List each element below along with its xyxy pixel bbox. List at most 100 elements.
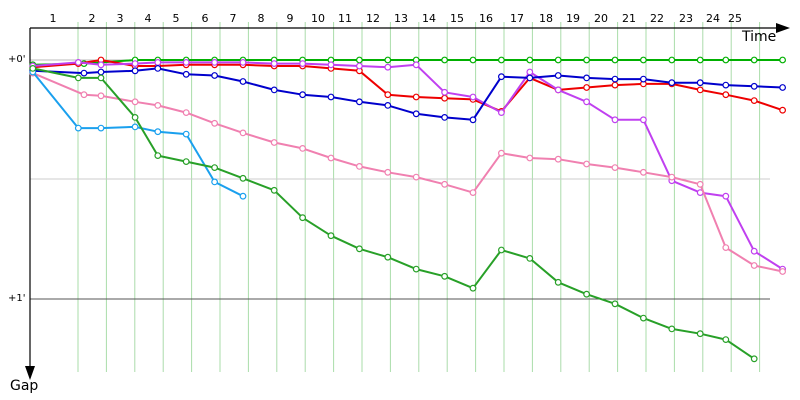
series-6-point-19 (583, 290, 590, 298)
series-2-point-25 (750, 247, 758, 255)
series-6-point-21 (640, 314, 647, 322)
series-3-point-11 (356, 98, 363, 106)
series-0-point-15 (498, 56, 505, 64)
series-2-point-24 (722, 192, 730, 200)
series-1-point-19 (583, 84, 590, 91)
lap-tick-label-18: 18 (539, 12, 553, 25)
series-2-point-18 (554, 86, 562, 94)
series-0 (29, 56, 786, 69)
series-3-point-2 (97, 68, 105, 76)
series-4-point-8 (270, 139, 278, 146)
series-6-point-24 (722, 336, 730, 344)
lap-tick-label-19: 19 (566, 12, 580, 25)
series-6-point-25 (750, 355, 758, 363)
y-tick-label-0: +0' (8, 54, 26, 65)
series-2-point-17 (526, 68, 534, 76)
series-4-point-3 (131, 98, 139, 106)
series-3-point-19 (583, 74, 590, 82)
series-1-point-24 (722, 91, 730, 99)
lap-tick-label-2: 2 (89, 12, 96, 25)
series-3-point-22 (668, 79, 676, 87)
series-6 (29, 64, 758, 363)
series-0-point-10 (356, 56, 363, 64)
series-3-point-17 (526, 74, 534, 82)
series-3-point-20 (611, 75, 619, 83)
series-5-point-5 (182, 130, 190, 138)
series-4-point-10 (327, 154, 335, 162)
series-3-point-24 (722, 81, 730, 89)
series-6-point-18 (554, 278, 562, 286)
series-6-point-5 (182, 158, 190, 166)
series-6-point-7 (239, 174, 247, 182)
lap-tick-label-23: 23 (679, 12, 693, 25)
x-axis-title: Time (741, 29, 776, 45)
series-3-point-9 (299, 91, 307, 99)
series-4-point-14 (441, 180, 449, 188)
series-5-point-4 (154, 128, 162, 136)
gridlines (30, 22, 770, 372)
series-2-line (32, 61, 784, 270)
lap-tick-label-8: 8 (258, 12, 265, 25)
series-5-point-7 (239, 192, 247, 200)
series-0-point-17 (554, 56, 562, 64)
series-6-point-17 (526, 254, 534, 262)
lap-tick-label-22: 22 (650, 12, 664, 25)
series-2 (29, 59, 786, 273)
series-3-point-13 (412, 110, 420, 118)
lap-tick-label-11: 11 (338, 12, 352, 25)
series-4-point-21 (640, 168, 647, 176)
series-2-point-9 (299, 60, 307, 67)
x-axis-arrow (776, 23, 790, 33)
series-4-point-19 (583, 160, 590, 168)
series-4-point-23 (696, 180, 704, 188)
series-6-point-0 (29, 64, 37, 72)
series-3-point-7 (239, 78, 247, 85)
series-6-point-20 (611, 300, 619, 308)
series-4-point-12 (384, 168, 392, 176)
series-3-line (32, 67, 783, 121)
series-1-point-23 (696, 86, 704, 94)
lap-tick-label-4: 4 (145, 12, 152, 25)
series-3-point-21 (640, 75, 647, 83)
series-4-point-18 (554, 155, 562, 163)
series-4-point-2 (97, 92, 105, 100)
series-0-point-11 (384, 56, 392, 64)
series-4-point-11 (356, 162, 363, 170)
series-0-line (32, 59, 783, 66)
series-2-point-19 (583, 98, 590, 106)
series-6-point-10 (327, 232, 335, 240)
lap-tick-label-14: 14 (422, 12, 436, 25)
series-4-point-5 (182, 109, 190, 116)
series-1-point-25 (750, 97, 758, 104)
series-2-point-7 (239, 59, 247, 66)
series-6-point-1 (74, 74, 82, 82)
series-5-point-2 (97, 124, 105, 132)
series-6-point-8 (270, 186, 278, 194)
series-4-point-9 (299, 144, 307, 152)
y-axis-title: Gap (10, 378, 38, 394)
series-2-point-1 (74, 59, 82, 66)
series-1-point-26 (779, 106, 786, 114)
series-5-point-6 (211, 178, 219, 186)
series-4-point-20 (611, 164, 619, 172)
lap-tick-label-1: 1 (50, 12, 57, 25)
series-3-point-4 (154, 64, 162, 72)
series-6-point-23 (696, 330, 704, 338)
series-2-point-21 (640, 116, 647, 124)
series-6-point-22 (668, 325, 676, 333)
series-3-point-5 (182, 70, 190, 78)
series-2-point-20 (611, 116, 619, 124)
series-0-point-22 (696, 56, 704, 64)
lap-tick-label-20: 20 (594, 12, 608, 25)
series-6-point-3 (131, 113, 139, 121)
series-2-point-4 (154, 59, 162, 66)
series-6-point-2 (97, 74, 105, 82)
series-3-point-23 (696, 79, 704, 87)
series-1-point-13 (412, 93, 420, 101)
lap-tick-label-5: 5 (173, 12, 180, 25)
lap-tick-label-7: 7 (230, 12, 237, 25)
lap-tick-label-24: 24 (706, 12, 720, 25)
series-2-point-11 (356, 62, 363, 70)
series-2-point-10 (327, 61, 335, 69)
